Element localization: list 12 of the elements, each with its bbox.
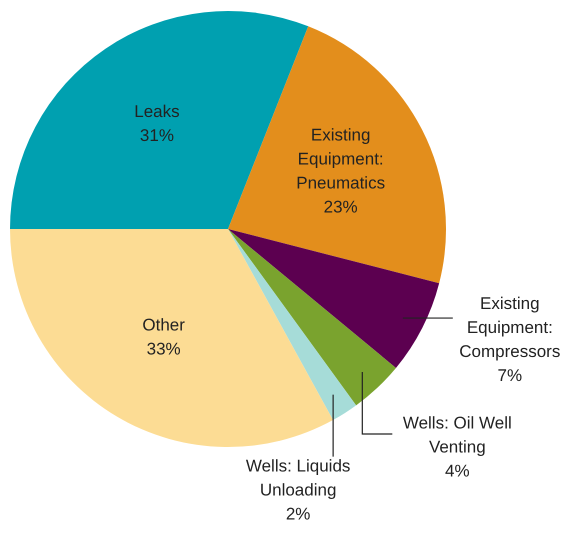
slice-label: Existing Equipment: Pneumatics [296,125,386,192]
slice-label: Wells: Liquids Unloading [246,456,350,500]
slice-label: Wells: Oil Well Venting [402,414,512,457]
slice-label: Other [142,316,186,335]
slice-label: Leaks [134,102,180,122]
data-label: 31% [140,126,174,146]
data-label: 33% [146,340,181,359]
data-label: 23% [324,197,358,216]
data-label: 7% [498,366,522,385]
slice-label: Existing Equipment: Compressors [459,294,560,361]
data-label: 4% [445,462,470,481]
data-label: 2% [286,504,310,524]
